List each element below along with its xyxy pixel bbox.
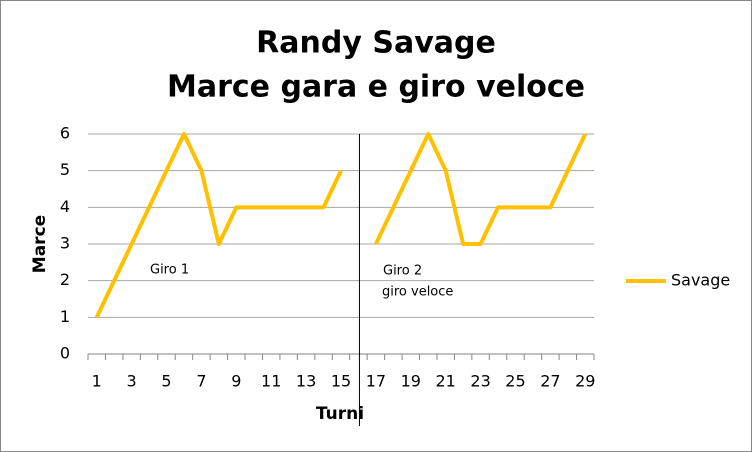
x-tick-label: 15 xyxy=(331,372,351,391)
x-axis-label: Turni xyxy=(316,404,364,424)
x-tick-label: 25 xyxy=(505,372,525,391)
y-tick-label: 2 xyxy=(60,270,70,289)
x-tick-label: 27 xyxy=(540,372,560,391)
annotation: giro veloce xyxy=(382,285,453,300)
annotation: Giro 1 xyxy=(150,263,189,278)
x-tick-label: 7 xyxy=(196,372,206,391)
chart-title: Marce gara e giro veloce xyxy=(167,70,585,105)
y-tick-label: 5 xyxy=(60,160,70,179)
y-tick-label: 6 xyxy=(60,124,70,143)
series-line xyxy=(94,132,588,319)
y-tick-label: 0 xyxy=(60,344,70,363)
x-tick-label: 11 xyxy=(261,372,281,391)
x-tick-label: 9 xyxy=(231,372,241,391)
x-tick-label: 17 xyxy=(366,372,386,391)
y-tick-label: 4 xyxy=(60,197,70,216)
y-tick-label: 3 xyxy=(60,234,70,253)
x-tick-label: 29 xyxy=(575,372,595,391)
y-axis-label: Marce xyxy=(30,215,50,273)
x-tick-label: 23 xyxy=(470,372,490,391)
x-tick-label: 1 xyxy=(92,372,102,391)
chart-title: Randy Savage xyxy=(256,26,496,61)
x-tick-label: 13 xyxy=(296,372,316,391)
x-tick-label: 21 xyxy=(436,372,456,391)
x-tick-label: 3 xyxy=(127,372,137,391)
x-tick-label: 5 xyxy=(161,372,171,391)
legend-label: Savage xyxy=(671,271,730,290)
annotation: Giro 2 xyxy=(383,264,422,279)
x-tick-label: 19 xyxy=(401,372,421,391)
y-tick-label: 1 xyxy=(60,307,70,326)
